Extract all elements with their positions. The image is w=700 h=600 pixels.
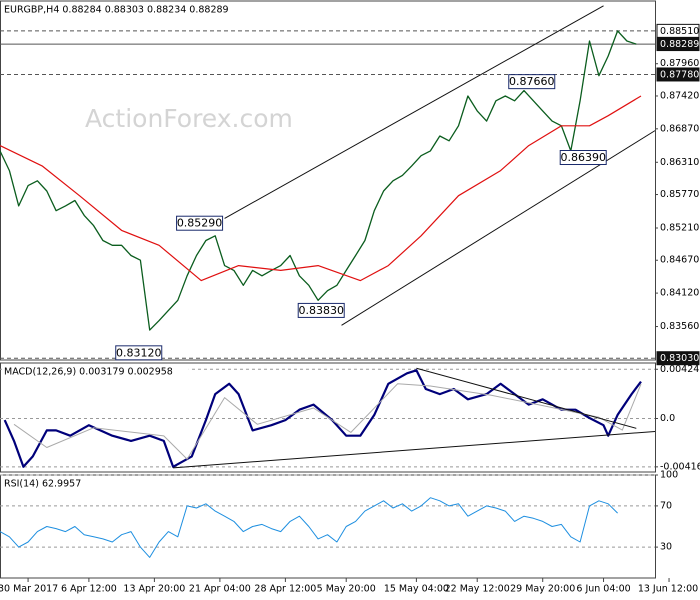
x-tick-label: 6 Jun 04:00 [576, 584, 630, 595]
y-tick-label: 0.87960 [660, 58, 699, 69]
panel-title: RSI(14) 62.9957 [4, 479, 81, 490]
x-tick-label: 6 Apr 12:00 [61, 584, 117, 595]
panel-frame [0, 0, 656, 361]
panel-frame [0, 362, 656, 473]
level-label: 0.88510 [660, 26, 699, 37]
x-tick-label: 13 Apr 20:00 [123, 584, 185, 595]
series-line [0, 30, 637, 331]
x-tick-label: 30 Mar 2017 [0, 584, 58, 595]
x-tick-label: 22 May 12:00 [445, 584, 510, 595]
y-tick-label: 0.86310 [660, 157, 699, 168]
trend-line [341, 130, 656, 326]
series-line [3, 369, 642, 468]
title-bg [2, 3, 253, 16]
x-tick-label: 13 Jun 12:00 [638, 584, 698, 595]
watermark: ActionForex.com [85, 104, 293, 133]
panel-title: MACD(12,26,9) 0.003179 0.002958 [4, 367, 173, 378]
series-line [13, 383, 642, 460]
x-tick-label: 28 Apr 12:00 [254, 584, 316, 595]
annotation-box [115, 345, 163, 361]
y-tick-label: 0.86870 [660, 123, 699, 134]
x-tick-label: 21 Apr 04:00 [189, 584, 251, 595]
level-box [656, 351, 700, 366]
level-box [656, 67, 700, 82]
series-line [0, 95, 642, 282]
x-tick-label: 5 May 20:00 [317, 584, 376, 595]
panel-title: EURGBP,H4 0.88284 0.88303 0.88234 0.8828… [4, 5, 229, 16]
annotation-box [297, 302, 345, 318]
annotation-label: 0.83120 [116, 346, 162, 359]
trend-line [224, 5, 604, 219]
level-label: 0.87780 [660, 69, 699, 80]
y-tick-label: -0.004167 [660, 461, 700, 472]
y-tick-label: 100 [660, 470, 678, 481]
panel-frame [0, 474, 656, 579]
series-line [0, 497, 618, 558]
y-tick-label: 0.85770 [660, 189, 699, 200]
level-label: 0.83030 [660, 353, 699, 364]
annotation-label: 0.85290 [177, 217, 223, 230]
annotation-label: 0.86390 [560, 151, 606, 164]
trend-line [416, 367, 637, 429]
title-bg [2, 365, 189, 378]
annotation-box [559, 150, 607, 166]
y-tick-label: 0.0 [660, 413, 675, 424]
x-tick-label: 29 May 20:00 [510, 584, 575, 595]
y-tick-label: 70 [660, 500, 672, 511]
level-box [656, 37, 700, 52]
y-tick-label: 0.87420 [660, 90, 699, 101]
title-bg [2, 477, 96, 490]
y-tick-label: 0.83560 [660, 321, 699, 332]
annotation-box [508, 74, 556, 90]
annotation-box [176, 215, 224, 231]
y-tick-label: 0.85210 [660, 222, 699, 233]
annotation-label: 0.83830 [298, 304, 344, 317]
trend-line [173, 430, 656, 469]
y-tick-label: 30 [660, 542, 672, 553]
y-tick-label: 0.84120 [660, 288, 699, 299]
x-tick-label: 15 May 04:00 [384, 584, 449, 595]
level-label: 0.88289 [660, 39, 699, 50]
annotation-label: 0.87660 [509, 75, 555, 88]
y-tick-label: 0.00424 [660, 364, 699, 375]
y-tick-label: 0.84670 [660, 255, 699, 266]
